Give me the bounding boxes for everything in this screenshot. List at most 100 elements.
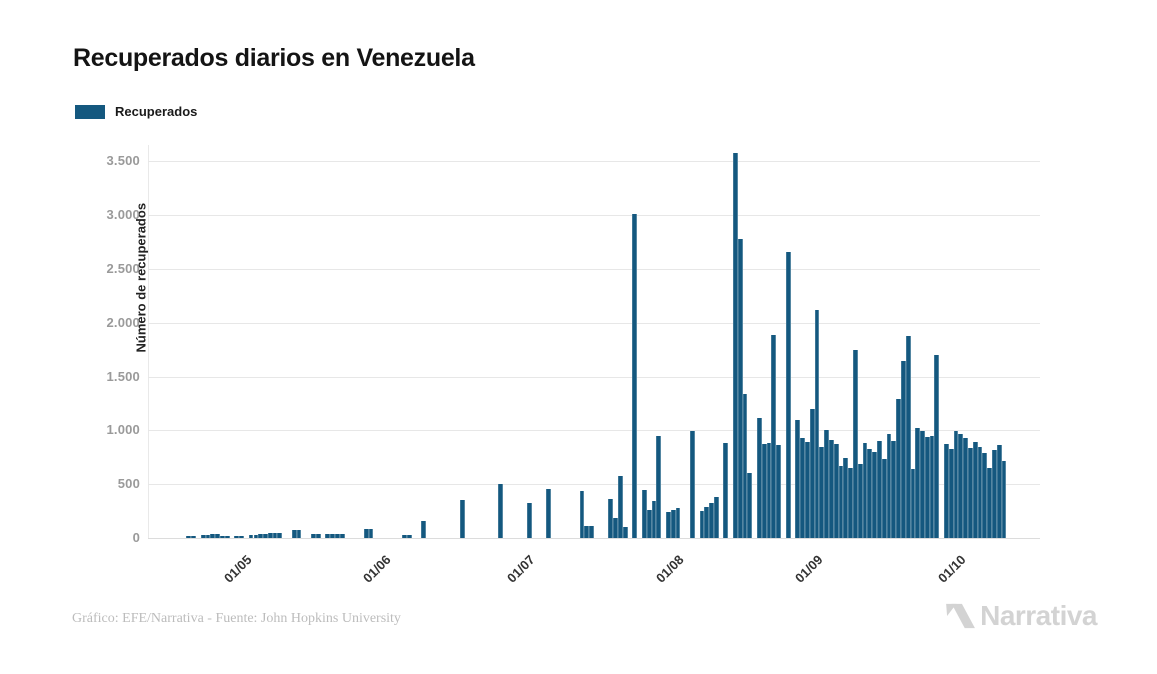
bar	[641, 489, 647, 538]
bar	[737, 238, 743, 538]
bar	[1001, 461, 1007, 538]
bar	[857, 463, 863, 538]
bar	[579, 491, 585, 538]
bar	[867, 449, 873, 538]
bar	[335, 534, 340, 538]
y-tick-label: 500	[117, 476, 140, 492]
bar	[761, 444, 767, 538]
bar	[982, 452, 988, 538]
narrativa-icon	[946, 603, 976, 629]
bar	[766, 443, 772, 538]
y-tick-label: 2.500	[106, 261, 140, 276]
y-axis-line	[148, 145, 149, 538]
bar	[263, 533, 268, 538]
narrativa-logo: Narrativa	[946, 600, 1097, 632]
bar	[881, 459, 887, 538]
bar	[843, 458, 849, 538]
bar	[546, 489, 551, 538]
bar	[824, 429, 829, 538]
bar	[584, 526, 590, 538]
x-tick-label: 01/07	[503, 552, 538, 586]
bar	[757, 417, 762, 538]
bar	[805, 442, 810, 538]
bar	[368, 529, 374, 538]
gridline-2500	[148, 269, 1040, 270]
bar	[205, 535, 211, 538]
bar	[723, 443, 729, 538]
gridline-3000	[148, 215, 1040, 217]
bar	[996, 444, 1002, 538]
bar	[339, 534, 345, 538]
legend: Recuperados	[75, 104, 197, 119]
x-tick-label: 01/05	[220, 552, 255, 586]
bar	[311, 534, 316, 538]
bar	[675, 507, 681, 538]
bar	[709, 502, 714, 538]
legend-swatch-recuperados	[75, 104, 105, 119]
bar	[589, 526, 594, 538]
x-tick-label: 01/06	[359, 552, 394, 586]
bar	[958, 433, 964, 538]
bar	[800, 437, 805, 538]
bar	[987, 467, 993, 538]
bar	[622, 527, 628, 538]
bar	[234, 536, 240, 538]
bar	[526, 502, 532, 538]
bar	[848, 468, 853, 538]
bar	[613, 517, 618, 538]
bar	[934, 355, 940, 538]
bar	[186, 535, 192, 538]
bar	[363, 529, 369, 538]
bar	[896, 399, 901, 538]
bar	[632, 214, 638, 538]
bar	[968, 448, 973, 538]
bar	[900, 361, 906, 538]
bar	[819, 446, 825, 538]
plot-area	[148, 145, 1040, 539]
bar	[747, 473, 753, 538]
bar	[325, 533, 331, 538]
bar	[272, 533, 278, 538]
bar	[852, 349, 858, 538]
source-credit: Gráfico: EFE/Narrativa - Fuente: John Ho…	[72, 611, 401, 626]
bar	[953, 430, 959, 538]
bar	[459, 500, 465, 538]
bar	[646, 510, 652, 538]
x-tick-label: 01/08	[652, 552, 687, 586]
bar	[915, 428, 921, 538]
bar	[191, 535, 196, 538]
bar	[920, 430, 925, 538]
bar	[239, 536, 244, 538]
y-tick-label: 2.000	[106, 314, 140, 330]
bar	[833, 444, 839, 538]
bar	[929, 435, 935, 538]
bar	[924, 437, 930, 538]
bar	[224, 535, 230, 538]
bar	[210, 534, 216, 538]
chart-title: Recuperados diarios en Venezuela	[73, 44, 475, 72]
y-tick-label: 3.500	[106, 153, 140, 169]
bar	[948, 449, 954, 538]
gridline-1000	[148, 430, 1040, 432]
bar	[886, 434, 892, 538]
bar	[670, 510, 676, 538]
bar	[771, 334, 777, 538]
bar	[215, 534, 220, 538]
bar	[944, 444, 949, 538]
y-tick-label: 1.500	[106, 368, 140, 384]
bar	[406, 534, 412, 538]
bar	[742, 393, 748, 538]
bar	[699, 511, 705, 538]
bar	[421, 520, 427, 538]
bar	[608, 498, 614, 538]
x-tick-label: 01/09	[791, 552, 826, 586]
bar	[291, 530, 297, 538]
bar	[733, 152, 738, 538]
bar	[219, 535, 225, 538]
bar	[963, 437, 969, 538]
bar	[267, 533, 273, 538]
bar	[838, 465, 844, 538]
bar	[785, 251, 791, 538]
bar	[617, 476, 623, 538]
bar	[704, 506, 710, 538]
